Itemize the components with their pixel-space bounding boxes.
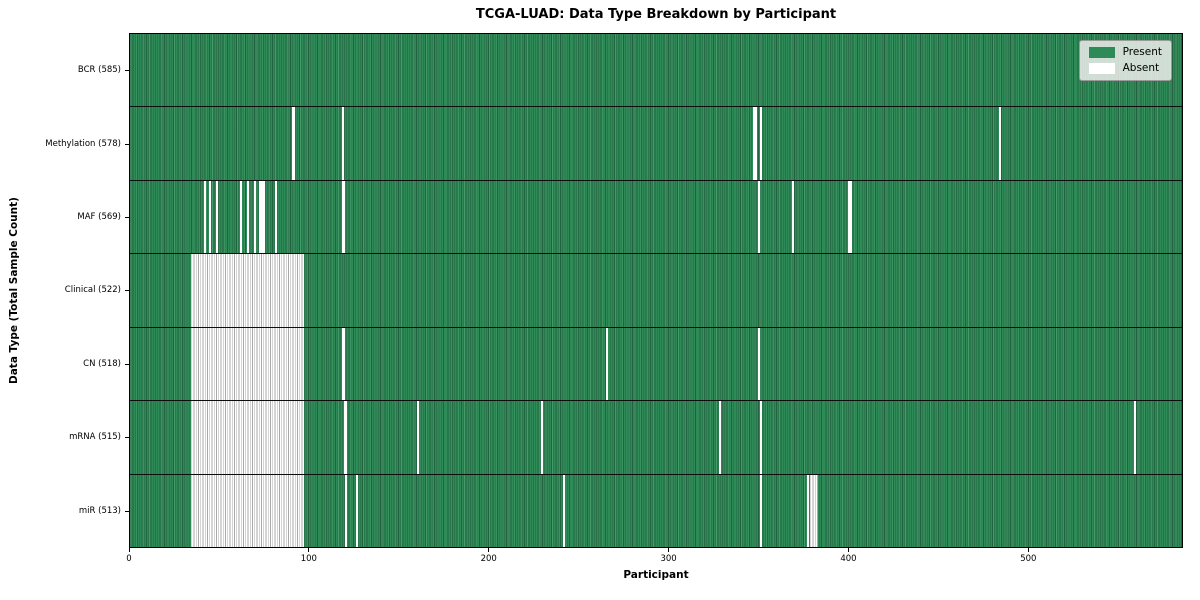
x-tick-label: 0 [126, 554, 132, 564]
absent-stripe [191, 401, 305, 474]
legend-entry-present: Present [1088, 46, 1162, 58]
y-tick-mark [125, 510, 129, 512]
x-tick-mark [128, 548, 130, 552]
absent-stripe [203, 180, 206, 254]
absent-stripe [806, 474, 809, 547]
x-tick-label: 300 [660, 554, 677, 564]
absent-stripe [998, 107, 1001, 180]
legend: Present Absent [1078, 40, 1172, 81]
y-tick-label: mRNA (515) [69, 432, 121, 443]
absent-stripe [341, 180, 346, 254]
y-tick-label: miR (513) [78, 505, 121, 516]
y-tick-label: MAF (569) [77, 212, 121, 223]
legend-label-present: Present [1122, 46, 1162, 58]
absent-stripe [345, 474, 348, 547]
y-axis-title: Data Type (Total Sample Count) [8, 197, 20, 384]
x-tick-mark [1027, 548, 1029, 552]
absent-stripe [253, 180, 256, 254]
absent-stripe [1133, 401, 1136, 474]
data-row-bcr: BCR (585) [78, 34, 1182, 108]
absent-stripe [341, 327, 346, 401]
x-axis-title: Participant [623, 569, 689, 581]
x-tick-label: 500 [1020, 554, 1037, 564]
data-row-mir: miR (513) [79, 474, 1182, 547]
absent-stripe [810, 474, 818, 547]
legend-label-absent: Absent [1122, 62, 1160, 74]
absent-stripe [758, 327, 761, 401]
absent-stripe [718, 401, 721, 474]
absent-stripe [246, 180, 249, 254]
x-tick-mark [308, 548, 310, 552]
absent-stripe [341, 107, 344, 180]
absent-stripe [291, 107, 296, 180]
x-tick-mark [488, 548, 490, 552]
absent-stripe [216, 180, 219, 254]
absent-stripe [259, 180, 265, 254]
x-tick-label: 400 [840, 554, 857, 564]
absent-stripe [343, 401, 348, 474]
y-tick-mark [125, 290, 129, 292]
absent-stripe [760, 474, 763, 547]
x-tick-mark [847, 548, 849, 552]
absent-stripe [792, 180, 795, 254]
absent-stripe [605, 327, 608, 401]
present-swatch-icon [1088, 47, 1115, 58]
data-row-cn: CN (518) [83, 327, 1182, 402]
absent-stripe [752, 107, 757, 180]
x-axis-ticks: 0 100 200 300 400 500 [126, 548, 1183, 570]
y-tick-mark [125, 217, 129, 219]
y-tick-label: Methylation (578) [45, 138, 121, 149]
absent-stripe [208, 180, 211, 254]
x-tick-label: 100 [300, 554, 317, 564]
y-tick-label: BCR (585) [77, 65, 121, 76]
absent-stripe [758, 180, 761, 254]
absent-stripe [191, 327, 305, 401]
y-tick-mark [125, 363, 129, 365]
plot-area: BCR (585) Methylation (578) MAF (569) Clini… [45, 33, 1183, 548]
y-tick-mark [125, 143, 129, 145]
absent-stripe [356, 474, 359, 547]
absent-stripe [417, 401, 420, 474]
x-tick-mark [668, 548, 670, 552]
absent-stripe [191, 254, 305, 327]
data-row-methylation: Methylation (578) [45, 107, 1182, 181]
absent-stripe [191, 474, 305, 547]
chart-title: TCGA-LUAD: Data Type Breakdown by Partic… [475, 7, 837, 22]
data-row-maf: MAF (569) [77, 180, 1182, 255]
absent-stripe [848, 180, 852, 254]
y-tick-label: Clinical (522) [64, 285, 121, 296]
absent-swatch-icon [1088, 63, 1115, 74]
absent-stripe [275, 180, 278, 254]
heatmap-rows: BCR (585) Methylation (578) MAF (569) Clini… [45, 34, 1182, 547]
x-tick-label: 200 [480, 554, 497, 564]
legend-entry-absent: Absent [1088, 62, 1162, 74]
absent-stripe [541, 401, 544, 474]
data-row-clinical: Clinical (522) [65, 254, 1182, 328]
absent-stripe [760, 401, 763, 474]
data-row-mrna: mRNA (515) [69, 401, 1182, 475]
absent-stripe [760, 107, 763, 180]
absent-stripe [239, 180, 242, 254]
y-tick-label: CN (518) [83, 358, 121, 369]
y-tick-mark [125, 437, 129, 439]
y-tick-mark [125, 70, 129, 72]
absent-stripe [562, 474, 565, 547]
